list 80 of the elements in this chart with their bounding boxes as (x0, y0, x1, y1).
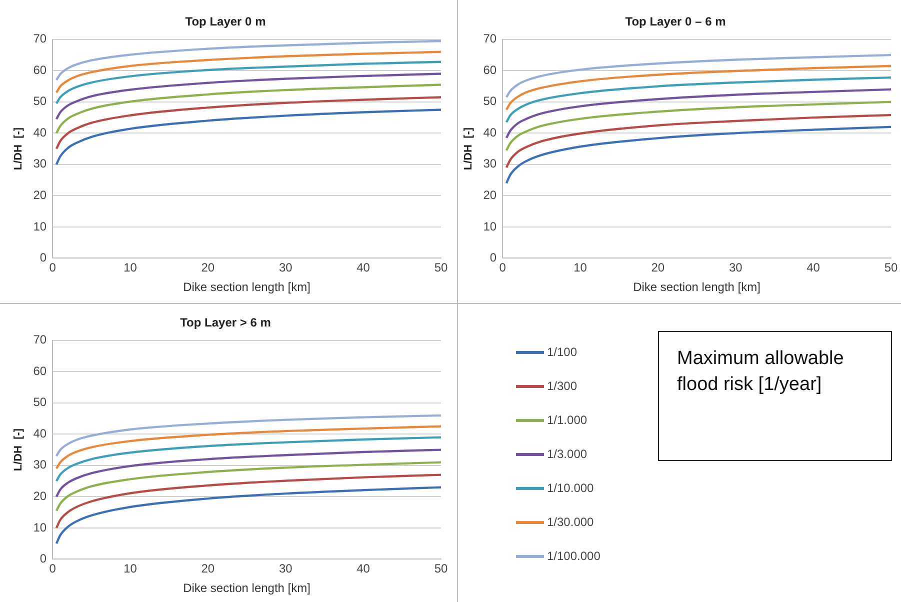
y-tick-label: 60 (33, 364, 47, 378)
y-tick-label: 50 (483, 94, 497, 108)
x-tick-label: 0 (49, 260, 56, 275)
line-series (505, 76, 891, 124)
x-tick-label: 30 (728, 260, 743, 275)
x-tick-label: 30 (278, 562, 293, 576)
line-series (55, 425, 441, 470)
y-tick-label: 0 (40, 552, 47, 566)
y-tick-label: 70 (33, 332, 47, 347)
y-tick-label: 50 (33, 94, 47, 108)
y-tick-label: 40 (33, 426, 47, 440)
legend-label: 1/10.000 (547, 481, 594, 495)
x-tick-label: 40 (356, 260, 370, 275)
x-axis-title: Dike section length [km] (633, 280, 760, 294)
y-tick-label: 0 (490, 250, 497, 265)
line-series (55, 448, 441, 498)
y-axis-title: L/DH [-] (12, 127, 25, 170)
x-tick-label: 20 (651, 260, 665, 275)
line-series (55, 414, 441, 458)
x-tick-label: 10 (124, 260, 138, 275)
x-tick-label: 40 (806, 260, 820, 275)
y-tick-label: 20 (483, 188, 497, 202)
y-tick-label: 40 (33, 125, 47, 140)
y-tick-label: 60 (483, 62, 497, 77)
y-tick-label: 70 (33, 32, 47, 46)
y-tick-label: 10 (483, 219, 497, 234)
x-tick-label: 20 (201, 562, 215, 576)
line-series (505, 88, 891, 139)
y-tick-label: 70 (483, 32, 497, 46)
y-tick-label: 10 (33, 219, 47, 234)
line-series (505, 100, 891, 152)
y-axis-title: L/DH [-] (462, 127, 475, 170)
line-series (55, 461, 441, 512)
y-tick-label: 60 (33, 62, 47, 77)
line-series (55, 40, 441, 82)
x-tick-label: 50 (434, 260, 448, 275)
line-series (505, 64, 891, 111)
y-tick-label: 40 (483, 125, 497, 140)
x-tick-label: 0 (49, 562, 56, 576)
line-series (55, 474, 441, 530)
line-series (505, 126, 891, 184)
legend-label: 1/3.000 (547, 447, 588, 461)
legend-label: 1/300 (547, 379, 578, 393)
x-tick-label: 10 (124, 562, 138, 576)
line-series (505, 114, 891, 169)
y-tick-label: 20 (33, 489, 47, 503)
legend-label: 1/1.000 (547, 413, 588, 427)
x-tick-label: 10 (574, 260, 588, 275)
y-tick-label: 0 (40, 250, 47, 265)
y-tick-label: 30 (33, 458, 47, 472)
legend-label: 1/100.000 (547, 549, 600, 563)
legend-title: Maximum allowable flood risk [1/year] (658, 331, 892, 461)
x-axis-title: Dike section length [km] (183, 581, 310, 596)
x-tick-label: 50 (884, 260, 898, 275)
line-series (55, 60, 441, 105)
chart-title: Top Layer 0 m (185, 14, 266, 29)
x-tick-label: 20 (201, 260, 215, 275)
y-tick-label: 50 (33, 395, 47, 410)
x-axis-title: Dike section length [km] (183, 280, 310, 294)
line-series (55, 108, 441, 166)
line-series (55, 96, 441, 150)
x-tick-label: 0 (499, 260, 506, 275)
legend-label: 1/30.000 (547, 515, 594, 529)
chart-title: Top Layer 0 – 6 m (625, 14, 726, 29)
line-series (55, 50, 441, 94)
y-axis-title: L/DH [-] (12, 428, 25, 472)
x-tick-label: 50 (434, 562, 448, 576)
y-tick-label: 10 (33, 520, 47, 534)
legend-label: 1/100 (547, 345, 578, 359)
line-series (55, 84, 441, 134)
line-series (55, 436, 441, 482)
line-series (55, 72, 441, 120)
line-series (55, 486, 441, 545)
y-tick-label: 30 (483, 156, 497, 171)
x-tick-label: 40 (356, 562, 370, 576)
y-tick-label: 20 (33, 188, 47, 202)
line-series (505, 54, 891, 98)
y-tick-label: 30 (33, 156, 47, 171)
x-tick-label: 30 (278, 260, 293, 275)
chart-title: Top Layer > 6 m (180, 316, 271, 330)
